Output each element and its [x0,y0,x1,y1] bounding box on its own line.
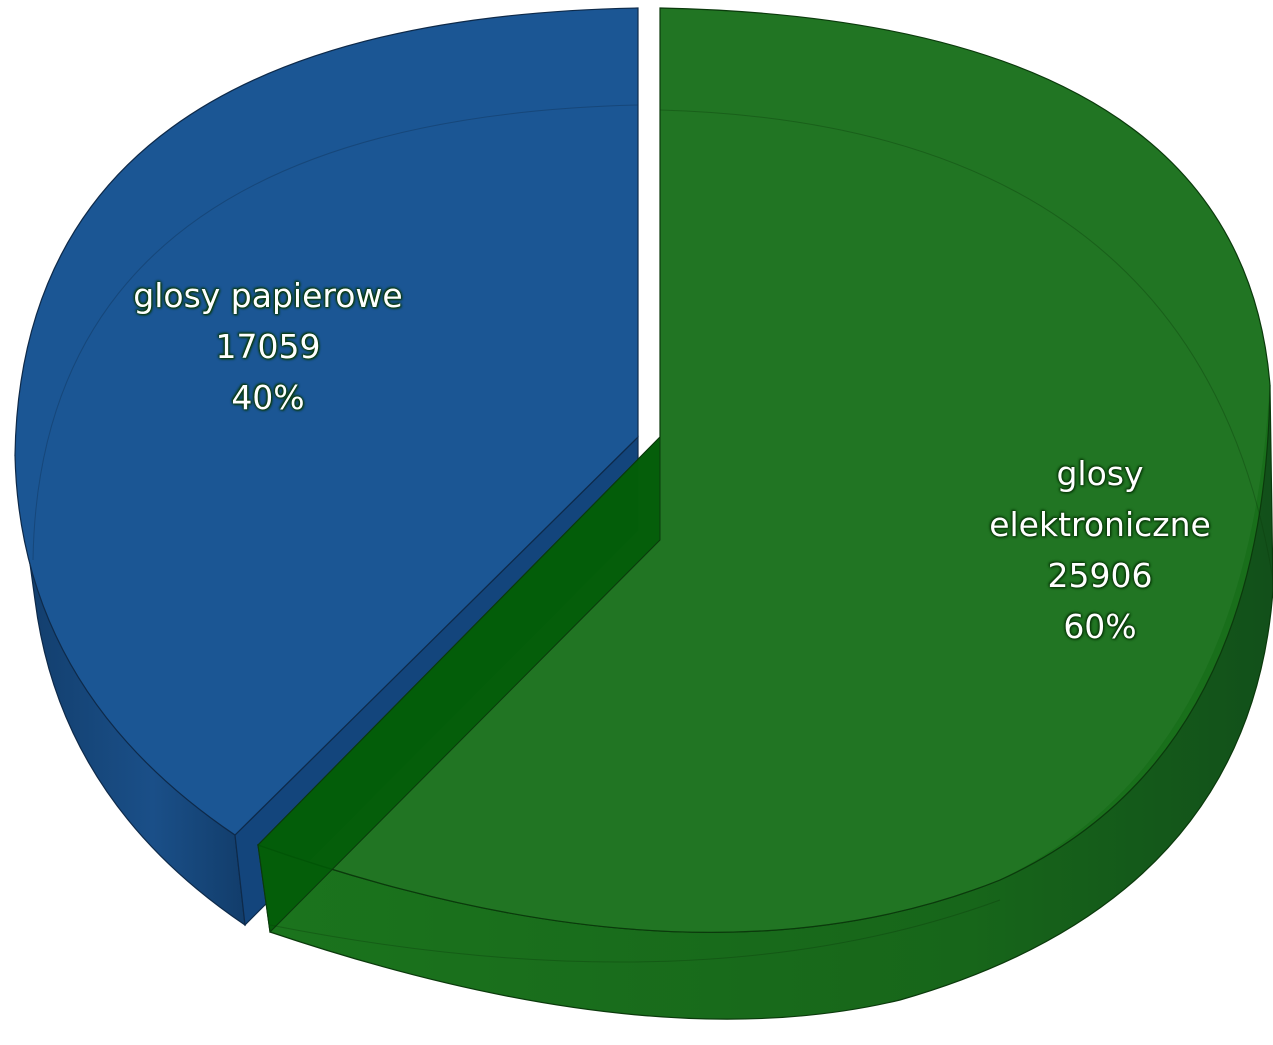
slice-electronic-inner-edge [257,435,661,934]
label-electronic-name-line1: glosy [1056,454,1144,493]
slice-electronic-top [256,7,1271,933]
label-paper-name: glosy papierowe [133,276,403,315]
label-paper-percent: 40% [231,378,305,417]
label-paper-value: 17059 [215,327,321,366]
label-paper: glosy papierowe 17059 40% [98,270,438,423]
label-electronic: glosy elektroniczne 25906 60% [950,448,1250,652]
slice-electronic [256,7,1273,1020]
label-electronic-name-line2: elektroniczne [989,505,1211,544]
slice-paper-top [14,7,639,836]
label-electronic-percent: 60% [1063,607,1137,646]
label-electronic-value: 25906 [1047,556,1153,595]
